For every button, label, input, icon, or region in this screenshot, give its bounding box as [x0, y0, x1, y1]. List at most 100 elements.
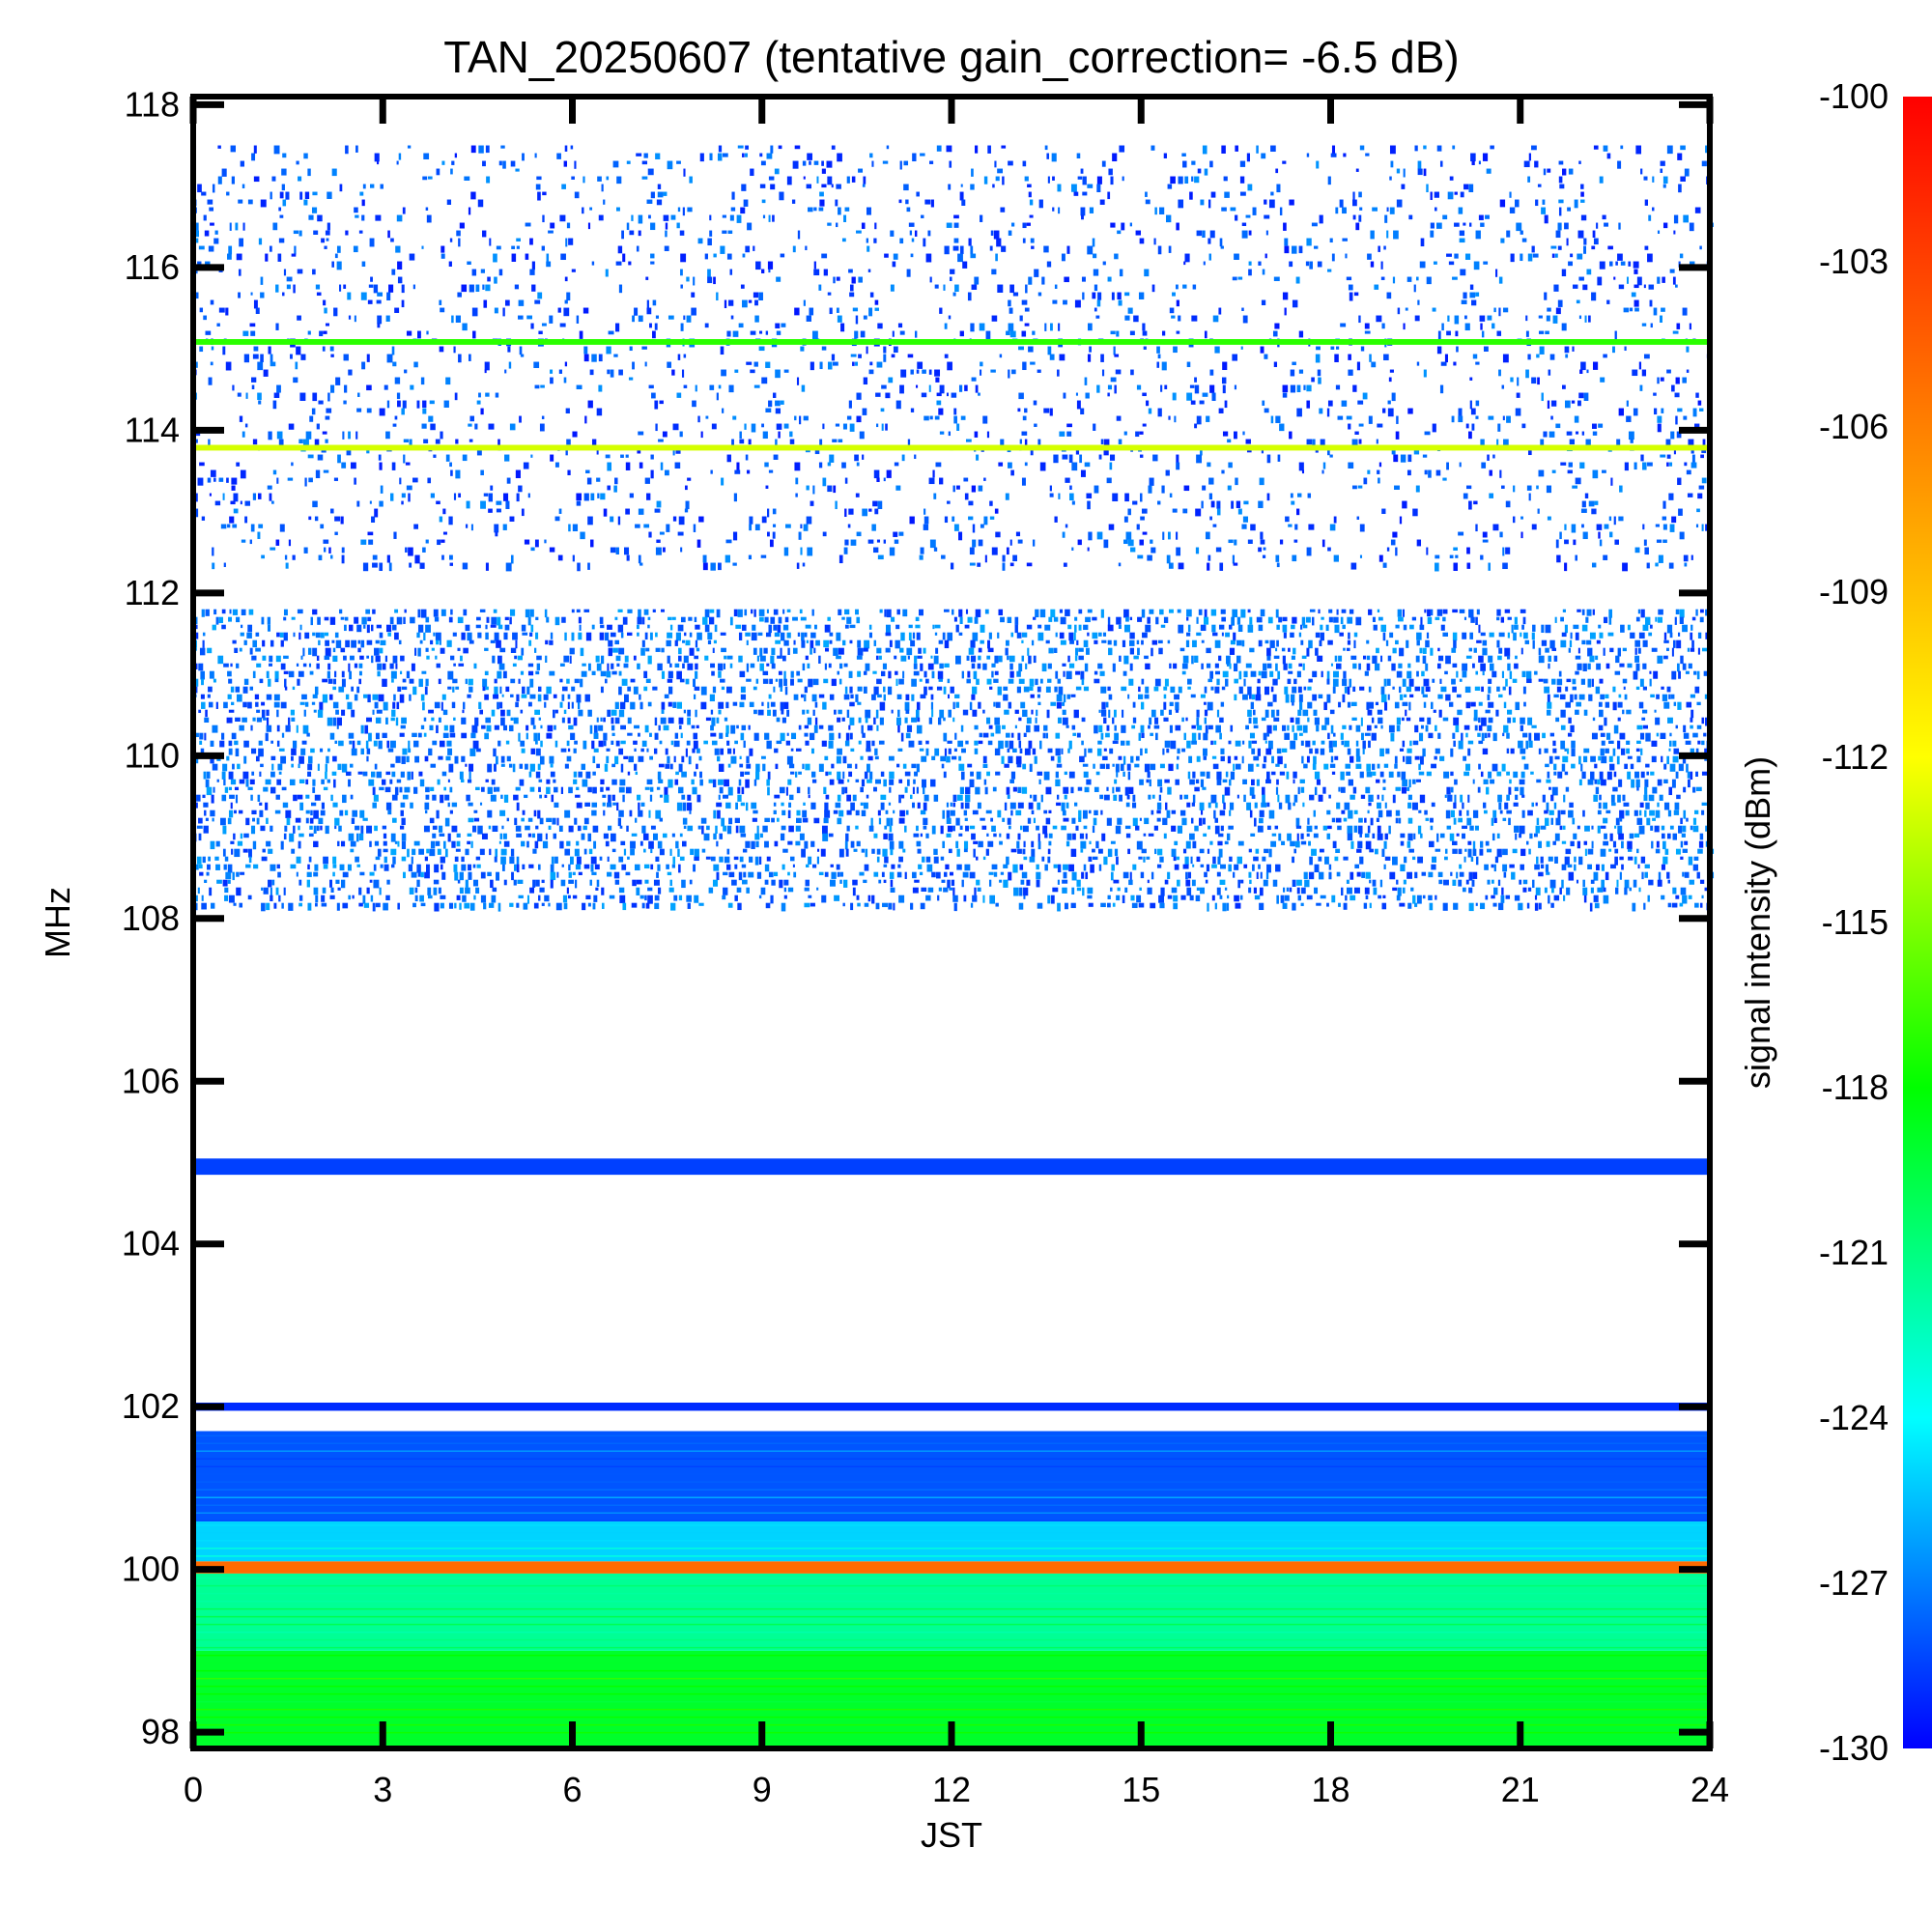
heatmap-cell	[577, 701, 581, 710]
heatmap-cell	[1605, 701, 1610, 708]
heatmap-cell	[972, 810, 979, 815]
heatmap-cell	[1039, 740, 1042, 750]
heatmap-cell	[1477, 732, 1481, 737]
heatmap-cell	[1307, 717, 1310, 723]
heatmap-cell	[805, 864, 810, 868]
heatmap-cell	[1103, 856, 1108, 866]
heatmap-cell	[541, 879, 545, 884]
heatmap-cell	[694, 616, 697, 623]
heatmap-cell	[378, 740, 383, 750]
heatmap-cell	[1436, 609, 1443, 616]
heatmap-cell	[571, 686, 576, 692]
heatmap-cell	[1153, 724, 1160, 729]
heatmap-cell	[952, 701, 955, 710]
heatmap-cell	[1129, 663, 1133, 671]
heatmap-cell	[584, 802, 590, 808]
heatmap-cell	[430, 639, 434, 645]
heatmap-cell	[1635, 748, 1640, 753]
heatmap-cell	[571, 632, 575, 641]
heatmap-cell	[470, 732, 476, 739]
heatmap-cell	[1468, 887, 1473, 894]
heatmap-cell	[583, 864, 590, 869]
heatmap-cell	[566, 740, 570, 747]
heatmap-cell	[1266, 802, 1270, 808]
heatmap-cell	[1215, 724, 1221, 733]
heatmap-cell	[1269, 639, 1275, 648]
heatmap-stripe	[193, 1708, 1710, 1711]
heatmap-cell	[1392, 794, 1396, 804]
heatmap-cell	[1638, 825, 1645, 835]
heatmap-cell	[911, 763, 917, 769]
heatmap-cell	[844, 624, 849, 629]
heatmap-cell	[1467, 840, 1472, 845]
heatmap-cell	[726, 825, 732, 835]
heatmap-cell	[300, 655, 303, 660]
heatmap-cell	[1290, 694, 1295, 703]
heatmap-cell	[576, 856, 582, 865]
heatmap-cell	[480, 871, 486, 879]
heatmap-cell	[578, 771, 582, 778]
heatmap-cell	[1666, 871, 1670, 879]
heatmap-cell	[1399, 748, 1405, 752]
heatmap-cell	[1292, 686, 1297, 694]
heatmap-cell	[746, 763, 752, 769]
heatmap-cell	[837, 871, 840, 877]
heatmap-cell	[560, 748, 567, 753]
heatmap-cell	[382, 732, 387, 739]
heatmap-cell	[519, 779, 525, 786]
heatmap-cell	[1044, 864, 1048, 871]
heatmap-cell	[1592, 609, 1595, 615]
heatmap-cell	[709, 609, 715, 613]
heatmap-cell	[1314, 887, 1319, 895]
heatmap-cell	[1249, 616, 1253, 625]
heatmap-cell	[1456, 833, 1460, 837]
heatmap-cell	[1564, 856, 1570, 866]
heatmap-cell	[804, 724, 810, 729]
heatmap-cell	[236, 616, 241, 623]
heatmap-cell	[1308, 678, 1313, 683]
heatmap-cell	[1296, 670, 1301, 678]
heatmap-cell	[1400, 864, 1406, 872]
heatmap-cell	[362, 817, 368, 821]
heatmap-cell	[1366, 663, 1371, 671]
heatmap-cell	[504, 624, 510, 631]
heatmap-cell	[384, 786, 391, 793]
heatmap-cell	[738, 779, 742, 786]
heatmap-cell	[456, 840, 461, 847]
heatmap-cell	[1099, 670, 1105, 676]
heatmap-cell	[276, 740, 280, 747]
heatmap-cell	[1233, 632, 1236, 641]
heatmap-cell	[1265, 871, 1269, 880]
heatmap-cell	[1327, 825, 1332, 830]
heatmap-cell	[1159, 609, 1164, 615]
heatmap-cell	[1520, 632, 1522, 638]
heatmap-cell	[465, 624, 470, 632]
heatmap-cell	[516, 833, 523, 838]
heatmap-cell	[708, 779, 713, 783]
heatmap-cell	[1006, 732, 1010, 738]
heatmap-cell	[1170, 686, 1176, 694]
heatmap-cell	[372, 802, 377, 809]
heatmap-cell	[1397, 609, 1402, 617]
heatmap-cell	[1632, 902, 1636, 912]
heatmap-cell	[801, 639, 806, 648]
heatmap-cell	[550, 763, 554, 768]
heatmap-cell	[1425, 817, 1430, 821]
heatmap-cell	[1248, 871, 1252, 878]
heatmap-cell	[483, 902, 487, 910]
heatmap-cell	[206, 871, 210, 876]
heatmap-cell	[1676, 794, 1681, 800]
heatmap-cell	[319, 748, 324, 753]
heatmap-cell	[553, 694, 557, 698]
heatmap-cell	[838, 678, 842, 685]
heatmap-cell	[810, 732, 815, 741]
heatmap-cell	[1518, 740, 1523, 749]
heatmap-cell	[1410, 887, 1414, 892]
heatmap-cell	[276, 724, 280, 732]
heatmap-cell	[942, 810, 945, 819]
heatmap-cell	[1232, 609, 1238, 618]
heatmap-cell	[1144, 763, 1151, 773]
heatmap-cell	[1648, 794, 1655, 802]
heatmap-cell	[983, 779, 987, 785]
